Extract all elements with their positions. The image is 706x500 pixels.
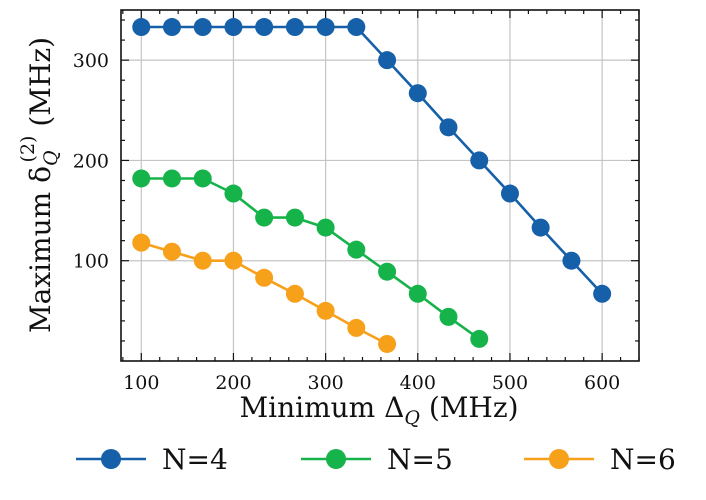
y-axis-title-suffix: (MHz) [24,37,57,136]
legend-marker [101,449,121,469]
legend-marker [549,449,569,469]
data-point-n5 [316,218,335,237]
x-tick-label: 200 [215,372,251,394]
legend: N=4 N=5 N=6 [76,443,676,476]
data-point-n4 [439,118,458,137]
data-point-n6 [224,251,243,270]
legend-label: N=5 [387,443,453,476]
data-point-n6 [193,251,212,270]
data-point-n5 [162,169,181,188]
series-n6 [132,233,397,353]
y-axis-title-sup: (2) [17,136,39,163]
data-point-n4 [224,18,243,37]
axis-ticks: 100 200 300 400 500 600 100 200 300 [73,10,640,394]
legend-marker [326,449,346,469]
data-point-n4 [500,184,519,203]
series-n5 [132,169,489,348]
data-point-n4 [193,18,212,37]
x-axis-title-prefix: Minimum Δ [239,391,404,424]
data-point-n5 [285,208,304,227]
x-tick-label: 300 [307,372,343,394]
data-point-n4 [132,18,151,37]
x-axis-title-suffix: (MHz) [420,391,519,424]
plot-frame [120,9,640,362]
data-point-n4 [378,51,397,70]
data-point-n5 [224,184,243,203]
y-axis-title: Maximum δQ(2) (MHz) [17,37,62,333]
data-point-n4 [255,18,274,37]
x-axis-title: Minimum ΔQ (MHz) [239,391,518,429]
data-point-n4 [285,18,304,37]
legend-label: N=6 [610,443,676,476]
data-point-n4 [593,284,612,303]
data-point-n5 [255,208,274,227]
legend-label: N=4 [162,443,228,476]
data-point-n6 [162,242,181,261]
x-tick-label: 400 [400,372,436,394]
data-point-n6 [255,268,274,287]
data-point-n5 [378,262,397,281]
series-line-n4 [141,25,604,295]
y-tick-label: 100 [73,251,109,273]
x-axis-title-sub: Q [404,407,420,429]
x-tick-label: 500 [492,372,528,394]
data-point-n6 [285,284,304,303]
data-point-n4 [347,18,366,37]
data-point-n5 [470,329,489,348]
data-point-n5 [347,240,366,259]
y-axis-title-sub: Q [40,150,62,166]
x-tick-label: 600 [584,372,620,394]
legend-item-n5: N=5 [301,443,453,476]
data-point-n6 [378,334,397,353]
data-point-n4 [470,151,489,170]
data-point-n4 [408,84,427,103]
data-point-n6 [132,233,151,252]
series-n4 [132,18,612,303]
y-tick-label: 200 [73,150,109,172]
legend-item-n6: N=6 [524,443,676,476]
data-point-n4 [562,251,581,270]
y-tick-label: 300 [73,50,109,72]
data-point-n4 [316,18,335,37]
legend-item-n4: N=4 [76,443,228,476]
data-point-n4 [162,18,181,37]
data-point-n4 [531,218,550,237]
x-tick-label: 100 [123,372,159,394]
data-point-n5 [408,284,427,303]
data-point-n5 [132,169,151,188]
data-point-n5 [193,169,212,188]
data-point-n6 [316,301,335,320]
data-point-n5 [439,307,458,326]
data-point-n6 [347,318,366,337]
plot-series [132,18,612,353]
y-axis-title-prefix: Maximum δ [24,166,57,333]
